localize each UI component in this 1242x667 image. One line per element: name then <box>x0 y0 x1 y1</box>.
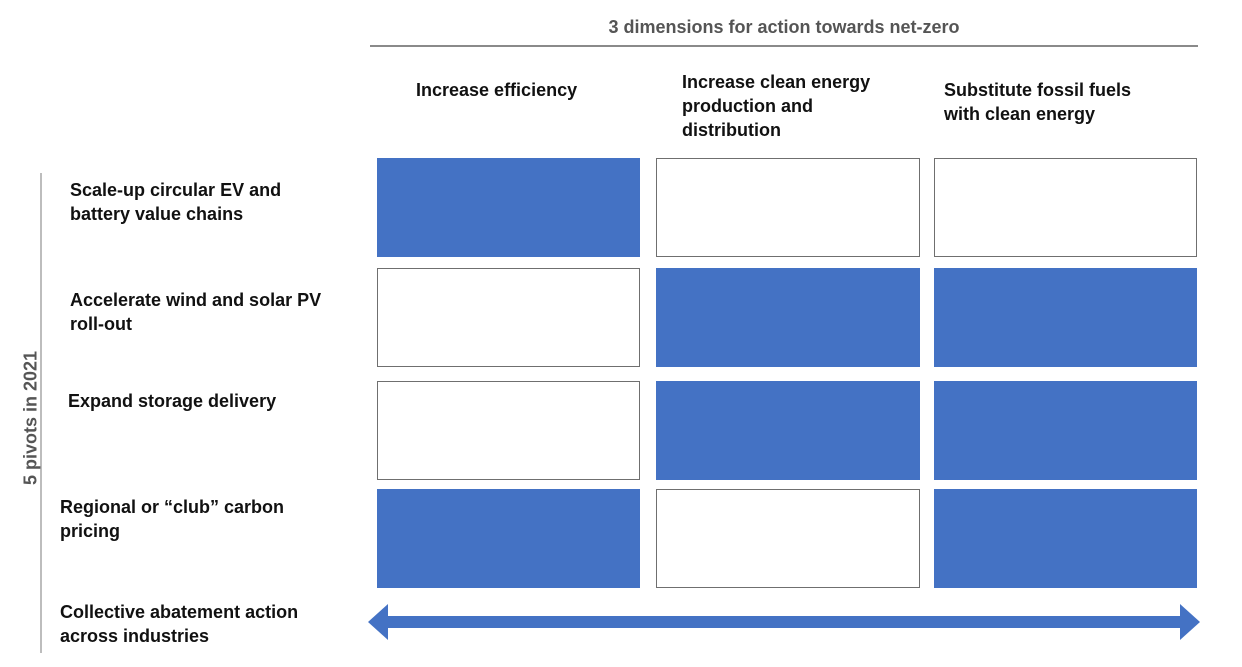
matrix-cell-r4-c2-empty <box>656 489 920 588</box>
matrix-cell-r4-c1-filled <box>377 489 640 588</box>
double-headed-arrow-icon <box>368 604 1200 640</box>
column-header-efficiency: Increase efficiency <box>416 80 578 100</box>
matrix-cell-r1-c2-empty <box>656 158 920 257</box>
matrix-cell-r1-c3-empty <box>934 158 1197 257</box>
row-label-wind-solar: Accelerate wind and solar PV roll-out <box>70 290 322 334</box>
column-header-clean-energy-production: Increase clean energy production and dis… <box>682 72 871 140</box>
diagram-title: 3 dimensions for action towards net-zero <box>608 17 960 37</box>
side-label: 5 pivots in 2021 <box>20 350 41 486</box>
row-label-carbon-pricing: Regional or “club” carbon pricing <box>60 497 285 541</box>
row-label-collective-abatement: Collective abatement action across indus… <box>60 602 299 646</box>
matrix-cell-r3-c3-filled <box>934 381 1197 480</box>
matrix-cell-r2-c2-filled <box>656 268 920 367</box>
matrix-cell-r2-c3-filled <box>934 268 1197 367</box>
row-label-ev-battery: Scale-up circular EV and battery value c… <box>70 180 282 224</box>
matrix-cell-r1-c1-filled <box>377 158 640 257</box>
title-divider <box>370 45 1198 47</box>
matrix-cell-r3-c2-filled <box>656 381 920 480</box>
matrix-cell-r4-c3-filled <box>934 489 1197 588</box>
row-label-storage: Expand storage delivery <box>68 391 277 411</box>
side-divider <box>40 173 42 653</box>
matrix-cell-r2-c1-empty <box>377 268 640 367</box>
matrix-cell-r3-c1-empty <box>377 381 640 480</box>
column-header-substitute-fossil-fuels: Substitute fossil fuels with clean energ… <box>944 80 1132 124</box>
